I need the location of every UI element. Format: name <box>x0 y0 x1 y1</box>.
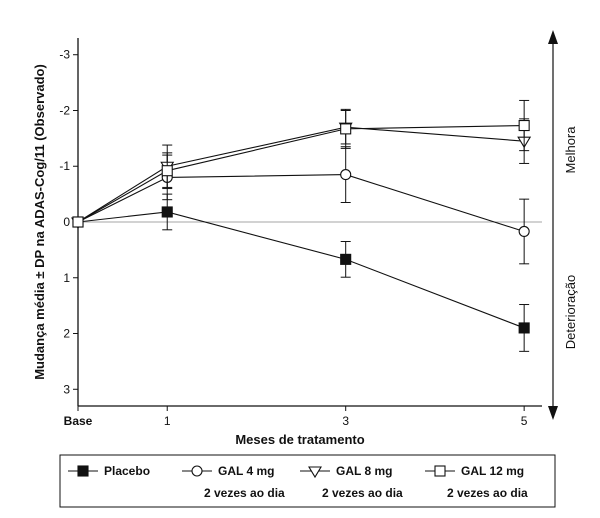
series-triangle-down <box>71 109 532 230</box>
data-point <box>340 169 352 181</box>
side-label-improvement: Melhora <box>563 126 578 174</box>
legend-label: GAL 8 mg <box>336 464 392 478</box>
legend-marker <box>191 465 203 477</box>
series-circle <box>72 146 530 265</box>
series-line <box>77 124 525 223</box>
legend-label: 2 vezes ao dia <box>204 486 285 500</box>
series-open-square <box>72 99 530 228</box>
x-tick-label: 5 <box>521 414 528 428</box>
legend-marker <box>434 465 446 477</box>
data-point <box>340 123 352 135</box>
series <box>71 99 532 352</box>
legend-item: GAL 12 mg 2 vezes ao dia <box>425 464 528 500</box>
y-tick-label: -1 <box>59 159 70 173</box>
x-tick-label: Base <box>64 414 93 428</box>
y-tick-label: -2 <box>59 103 70 117</box>
data-point <box>518 119 530 132</box>
series-line <box>77 211 525 329</box>
y-tick-label: 2 <box>63 327 70 341</box>
data-point <box>518 322 530 334</box>
y-tick-label: -3 <box>59 48 70 62</box>
arrow-down-icon <box>548 406 558 420</box>
legend-item: Placebo <box>68 464 150 478</box>
data-point <box>518 225 530 238</box>
data-point <box>72 216 84 228</box>
data-point <box>161 206 173 218</box>
data-point <box>161 165 173 177</box>
legend-label: Placebo <box>104 464 150 478</box>
series-filled-square <box>72 193 530 352</box>
legend-label: GAL 4 mg <box>218 464 274 478</box>
y-tick-label: 1 <box>63 271 70 285</box>
direction-indicator: Melhora Deterioração <box>548 30 578 420</box>
x-tick-label: 3 <box>342 414 349 428</box>
legend-item: GAL 8 mg 2 vezes ao dia <box>300 464 403 500</box>
legend-marker <box>308 466 322 479</box>
data-point <box>340 253 352 265</box>
x-tick-label: 1 <box>164 414 171 428</box>
ticks: -3 -2 -1 0 1 2 3 Base 1 3 5 <box>59 48 527 428</box>
y-tick-label: 0 <box>63 215 70 229</box>
x-axis-title: Meses de tratamento <box>235 432 364 447</box>
legend-label: GAL 12 mg <box>461 464 524 478</box>
series-line <box>77 126 525 223</box>
legend: Placebo GAL 4 mg 2 vezes ao dia GAL 8 mg 2 v… <box>59 454 556 508</box>
side-label-deterioration: Deterioração <box>563 275 578 349</box>
y-axis-title: Mudança média ± DP na ADAS-Cog/11 (Obser… <box>32 64 47 380</box>
legend-box <box>59 454 556 508</box>
legend-label: 2 vezes ao dia <box>322 486 403 500</box>
series-line <box>77 174 525 233</box>
legend-item: GAL 4 mg 2 vezes ao dia <box>182 464 285 500</box>
legend-marker <box>77 465 89 477</box>
arrow-up-icon <box>548 30 558 44</box>
legend-label: 2 vezes ao dia <box>447 486 528 500</box>
y-tick-label: 3 <box>63 382 70 396</box>
